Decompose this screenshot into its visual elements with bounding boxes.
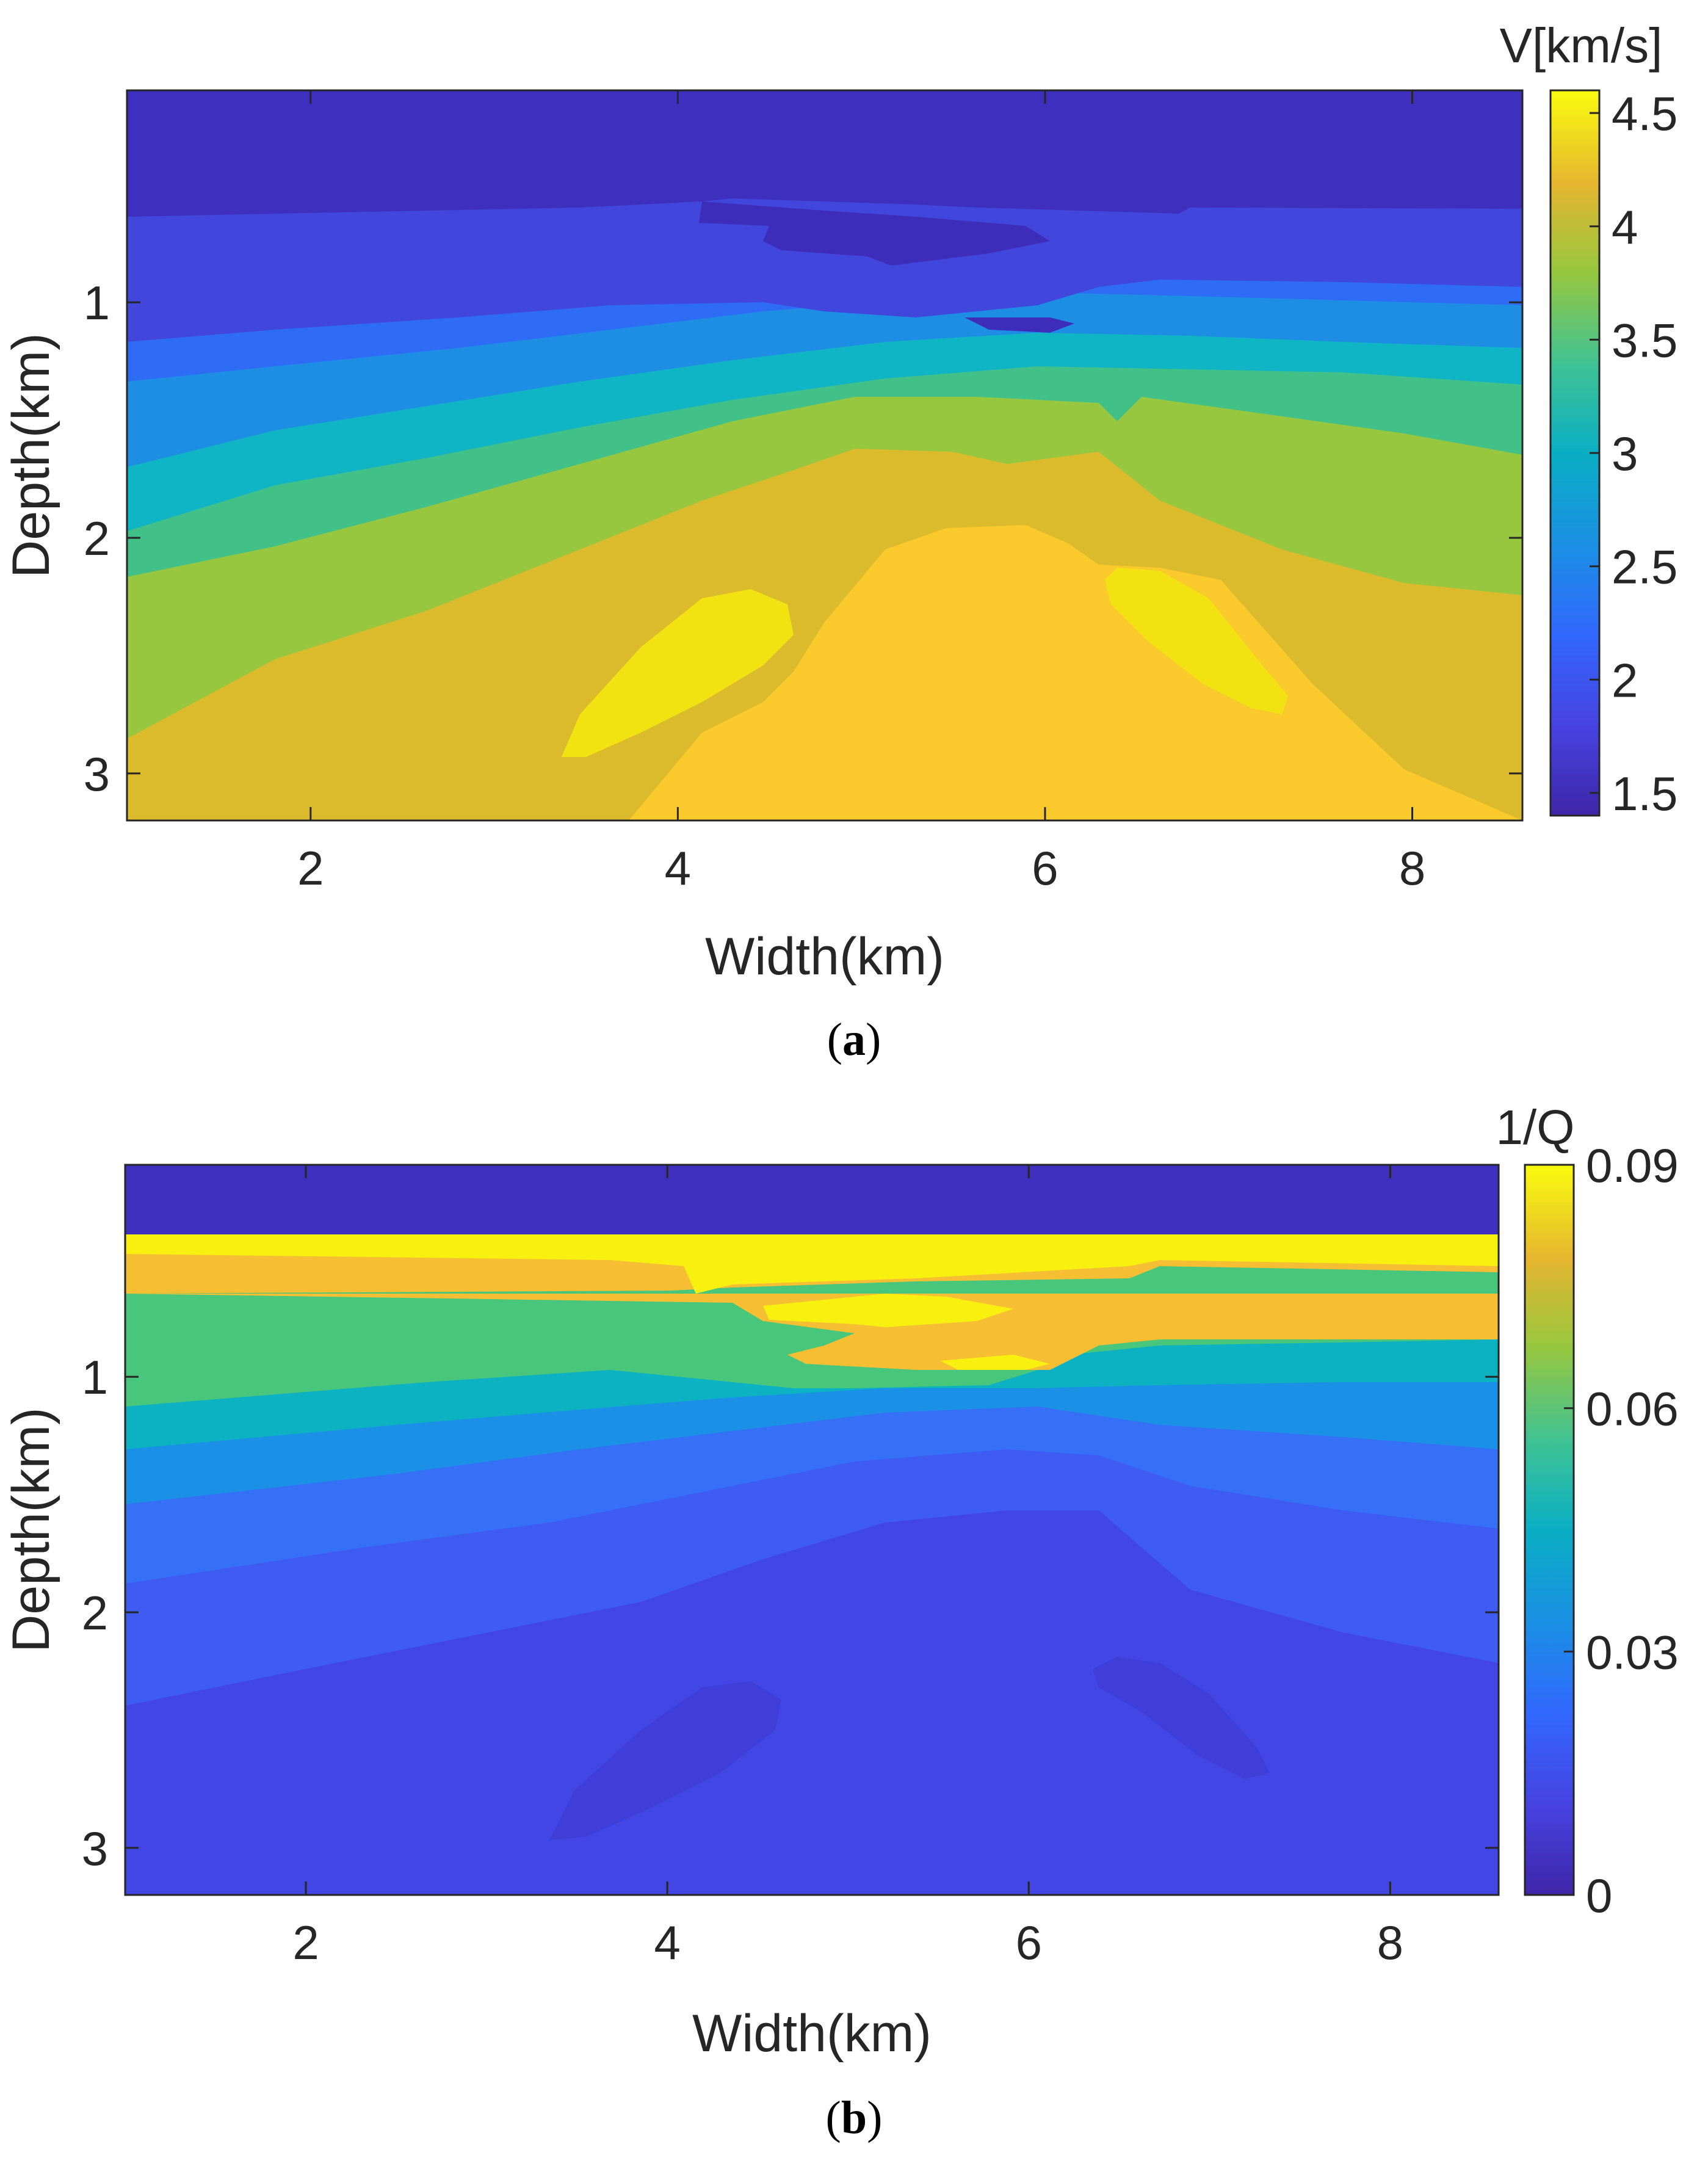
- x-axis-title-b: Width(km): [692, 2004, 932, 2063]
- y-tick-label: 2: [82, 1586, 108, 1640]
- x-axis-title-a: Width(km): [705, 927, 944, 986]
- x-tick-label: 6: [1032, 841, 1058, 895]
- low-velocity-lens: [699, 201, 1050, 266]
- y-ticks-a: 1 2 3: [84, 276, 1522, 801]
- x-ticks-b: 2 4 6 8: [292, 1165, 1403, 1969]
- water-layer-region-b: [125, 1165, 1499, 1234]
- colorbar-title-b: 1/Q: [1496, 1100, 1575, 1154]
- high-attenuation-pocket-2-b: [940, 1355, 1050, 1370]
- x-tick-label: 4: [665, 841, 691, 895]
- chart-a: 2 4 6 8 1 2 3 Width(km) Depth(km) 1.5 2 2.5 3 3.5…: [2, 18, 1677, 986]
- x-ticks-a: 2 4 6 8: [297, 90, 1425, 895]
- y-ticks-b: 1 2 3: [82, 1350, 1499, 1875]
- colorbar-tick-label: 0.03: [1586, 1625, 1679, 1679]
- colorbar-b: [1524, 1164, 1575, 1896]
- water-layer-region: [127, 90, 1522, 217]
- colorbar-ticks-b: 0 0.03 0.06 0.09: [1564, 1139, 1679, 1922]
- caption-a-label: a: [842, 1014, 866, 1065]
- plot-frame-a: [126, 89, 1524, 822]
- salt-dome-region: [629, 525, 1522, 820]
- low-attenuation-body-left-b: [549, 1681, 781, 1840]
- high-velocity-body-right: [1105, 568, 1288, 714]
- colorbar-tick-label: 1.5: [1612, 767, 1677, 820]
- x-tick-label: 8: [1377, 1916, 1403, 1969]
- panel-a: 2 4 6 8 1 2 3 Width(km) Depth(km) 1.5 2 2.5 3 3.5…: [2, 18, 1677, 1065]
- x-tick-label: 8: [1399, 841, 1425, 895]
- x-tick-label: 6: [1016, 1916, 1042, 1969]
- high-attenuation-pocket-b: [763, 1294, 1013, 1327]
- colorbar-ticks-a: 1.5 2 2.5 3 3.5 4 4.5: [1590, 87, 1677, 820]
- y-axis-title-b: Depth(km): [2, 1407, 60, 1652]
- y-tick-label: 3: [82, 1822, 108, 1875]
- high-velocity-body-left: [562, 589, 794, 757]
- panel-b: 2 4 6 8 1 2 3 Width(km) Depth(km) 0 0.03 0.06 0.…: [0, 1083, 1708, 2166]
- colorbar-tick-label: 2.5: [1612, 540, 1677, 594]
- colorbar-tick-label: 4.5: [1612, 87, 1677, 140]
- low-velocity-lens-deep: [964, 317, 1074, 333]
- heatmap-b: [125, 1165, 1499, 1895]
- colorbar-tick-label: 0.06: [1586, 1382, 1679, 1436]
- colorbar-tick-label: 4: [1612, 200, 1638, 254]
- y-tick-label: 1: [82, 1350, 108, 1404]
- plot-frame-b: [124, 1164, 1500, 1896]
- colorbar-tick-label: 3: [1612, 427, 1638, 480]
- x-tick-label: 2: [297, 841, 324, 895]
- shallow-sediment-region-b: [125, 1230, 1499, 1294]
- caption-b-label: b: [841, 2092, 867, 2143]
- y-tick-label: 3: [84, 747, 110, 801]
- caption-a: (a): [827, 1014, 881, 1065]
- x-tick-label: 2: [292, 1916, 319, 1969]
- y-tick-label: 1: [84, 276, 110, 330]
- chart-b: 2 4 6 8 1 2 3 Width(km) Depth(km) 0 0.03 0.06 0.…: [2, 1100, 1679, 2063]
- colorbar-tick-label: 2: [1612, 653, 1638, 707]
- colorbar-tick-label: 0.09: [1586, 1139, 1679, 1192]
- y-axis-title-a: Depth(km): [2, 333, 60, 578]
- y-tick-label: 2: [84, 512, 110, 565]
- colorbar-tick-label: 0: [1586, 1869, 1612, 1922]
- low-attenuation-body-right-b: [1093, 1657, 1270, 1779]
- caption-b: (b): [825, 2092, 883, 2143]
- x-tick-label: 4: [654, 1916, 680, 1969]
- colorbar-title-a: V[km/s]: [1500, 18, 1663, 73]
- heatmap-a: [127, 90, 1522, 820]
- colorbar-tick-label: 3.5: [1612, 313, 1677, 367]
